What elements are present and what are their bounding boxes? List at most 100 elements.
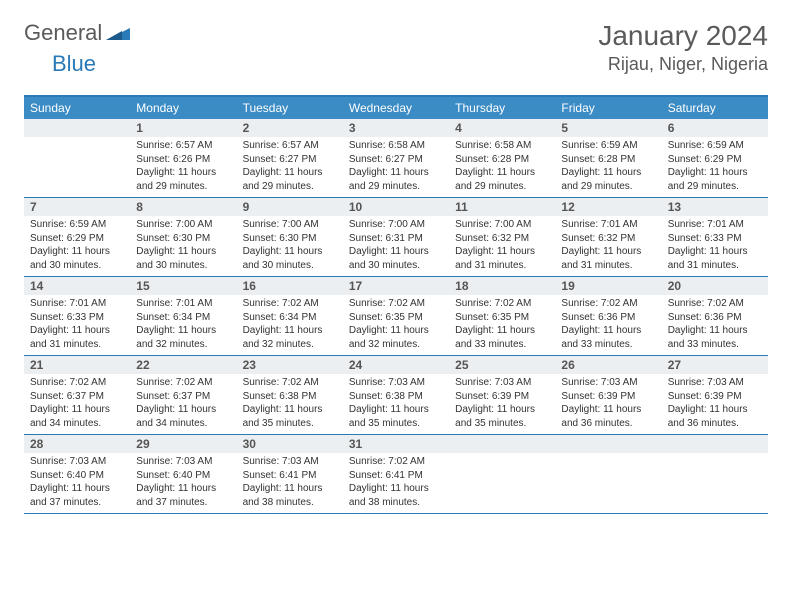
day-data: Sunrise: 7:03 AMSunset: 6:38 PMDaylight:… — [343, 374, 449, 434]
calendar-cell: 20Sunrise: 7:02 AMSunset: 6:36 PMDayligh… — [662, 277, 768, 355]
calendar-cell: 31Sunrise: 7:02 AMSunset: 6:41 PMDayligh… — [343, 435, 449, 513]
calendar-week: 7Sunrise: 6:59 AMSunset: 6:29 PMDaylight… — [24, 198, 768, 277]
day-data: Sunrise: 7:02 AMSunset: 6:34 PMDaylight:… — [237, 295, 343, 355]
day-data: Sunrise: 7:01 AMSunset: 6:34 PMDaylight:… — [130, 295, 236, 355]
calendar-cell: 11Sunrise: 7:00 AMSunset: 6:32 PMDayligh… — [449, 198, 555, 276]
day-data: Sunrise: 7:00 AMSunset: 6:31 PMDaylight:… — [343, 216, 449, 276]
day-data: Sunrise: 7:00 AMSunset: 6:30 PMDaylight:… — [237, 216, 343, 276]
calendar-cell: 25Sunrise: 7:03 AMSunset: 6:39 PMDayligh… — [449, 356, 555, 434]
day-data: Sunrise: 6:58 AMSunset: 6:28 PMDaylight:… — [449, 137, 555, 197]
calendar-cell: 22Sunrise: 7:02 AMSunset: 6:37 PMDayligh… — [130, 356, 236, 434]
day-header-row: Sunday Monday Tuesday Wednesday Thursday… — [24, 97, 768, 119]
day-number: 30 — [237, 435, 343, 453]
calendar-cell: 7Sunrise: 6:59 AMSunset: 6:29 PMDaylight… — [24, 198, 130, 276]
calendar-cell — [555, 435, 661, 513]
day-number — [662, 435, 768, 453]
calendar: Sunday Monday Tuesday Wednesday Thursday… — [24, 95, 768, 514]
title-block: January 2024 Rijau, Niger, Nigeria — [598, 20, 768, 75]
day-data: Sunrise: 7:03 AMSunset: 6:40 PMDaylight:… — [130, 453, 236, 513]
day-number: 2 — [237, 119, 343, 137]
day-data: Sunrise: 7:02 AMSunset: 6:35 PMDaylight:… — [343, 295, 449, 355]
day-data: Sunrise: 7:01 AMSunset: 6:33 PMDaylight:… — [662, 216, 768, 276]
month-title: January 2024 — [598, 20, 768, 52]
calendar-cell: 28Sunrise: 7:03 AMSunset: 6:40 PMDayligh… — [24, 435, 130, 513]
day-data: Sunrise: 7:02 AMSunset: 6:37 PMDaylight:… — [130, 374, 236, 434]
day-data: Sunrise: 6:57 AMSunset: 6:26 PMDaylight:… — [130, 137, 236, 197]
day-number: 27 — [662, 356, 768, 374]
day-header: Tuesday — [237, 97, 343, 119]
day-number: 5 — [555, 119, 661, 137]
day-data: Sunrise: 7:03 AMSunset: 6:39 PMDaylight:… — [555, 374, 661, 434]
day-number: 18 — [449, 277, 555, 295]
calendar-cell: 12Sunrise: 7:01 AMSunset: 6:32 PMDayligh… — [555, 198, 661, 276]
location: Rijau, Niger, Nigeria — [598, 54, 768, 75]
day-data: Sunrise: 7:00 AMSunset: 6:30 PMDaylight:… — [130, 216, 236, 276]
calendar-cell: 24Sunrise: 7:03 AMSunset: 6:38 PMDayligh… — [343, 356, 449, 434]
calendar-cell: 2Sunrise: 6:57 AMSunset: 6:27 PMDaylight… — [237, 119, 343, 197]
day-number: 23 — [237, 356, 343, 374]
day-number: 10 — [343, 198, 449, 216]
day-number: 4 — [449, 119, 555, 137]
day-data: Sunrise: 6:57 AMSunset: 6:27 PMDaylight:… — [237, 137, 343, 197]
day-data: Sunrise: 6:59 AMSunset: 6:29 PMDaylight:… — [24, 216, 130, 276]
day-number: 28 — [24, 435, 130, 453]
day-number: 22 — [130, 356, 236, 374]
day-number: 17 — [343, 277, 449, 295]
day-number — [449, 435, 555, 453]
day-number: 7 — [24, 198, 130, 216]
calendar-cell: 23Sunrise: 7:02 AMSunset: 6:38 PMDayligh… — [237, 356, 343, 434]
calendar-cell: 27Sunrise: 7:03 AMSunset: 6:39 PMDayligh… — [662, 356, 768, 434]
day-header: Sunday — [24, 97, 130, 119]
day-header: Saturday — [662, 97, 768, 119]
day-data: Sunrise: 7:02 AMSunset: 6:35 PMDaylight:… — [449, 295, 555, 355]
logo-icon — [106, 22, 130, 45]
calendar-cell: 29Sunrise: 7:03 AMSunset: 6:40 PMDayligh… — [130, 435, 236, 513]
day-number: 25 — [449, 356, 555, 374]
day-data: Sunrise: 7:02 AMSunset: 6:37 PMDaylight:… — [24, 374, 130, 434]
day-number: 21 — [24, 356, 130, 374]
day-number — [24, 119, 130, 137]
calendar-cell: 17Sunrise: 7:02 AMSunset: 6:35 PMDayligh… — [343, 277, 449, 355]
calendar-cell: 13Sunrise: 7:01 AMSunset: 6:33 PMDayligh… — [662, 198, 768, 276]
day-number: 29 — [130, 435, 236, 453]
day-header: Monday — [130, 97, 236, 119]
day-data: Sunrise: 6:59 AMSunset: 6:28 PMDaylight:… — [555, 137, 661, 197]
day-number: 14 — [24, 277, 130, 295]
day-data: Sunrise: 7:03 AMSunset: 6:40 PMDaylight:… — [24, 453, 130, 513]
day-data: Sunrise: 7:03 AMSunset: 6:39 PMDaylight:… — [449, 374, 555, 434]
day-number: 6 — [662, 119, 768, 137]
calendar-cell: 15Sunrise: 7:01 AMSunset: 6:34 PMDayligh… — [130, 277, 236, 355]
logo-text-a: General — [24, 20, 102, 46]
day-header: Thursday — [449, 97, 555, 119]
calendar-cell: 3Sunrise: 6:58 AMSunset: 6:27 PMDaylight… — [343, 119, 449, 197]
calendar-cell: 6Sunrise: 6:59 AMSunset: 6:29 PMDaylight… — [662, 119, 768, 197]
calendar-week: 1Sunrise: 6:57 AMSunset: 6:26 PMDaylight… — [24, 119, 768, 198]
calendar-week: 14Sunrise: 7:01 AMSunset: 6:33 PMDayligh… — [24, 277, 768, 356]
calendar-cell — [449, 435, 555, 513]
day-number: 19 — [555, 277, 661, 295]
day-number: 9 — [237, 198, 343, 216]
day-data: Sunrise: 7:03 AMSunset: 6:41 PMDaylight:… — [237, 453, 343, 513]
day-number — [555, 435, 661, 453]
day-number: 20 — [662, 277, 768, 295]
calendar-cell — [662, 435, 768, 513]
day-data: Sunrise: 7:03 AMSunset: 6:39 PMDaylight:… — [662, 374, 768, 434]
calendar-week: 21Sunrise: 7:02 AMSunset: 6:37 PMDayligh… — [24, 356, 768, 435]
calendar-cell: 8Sunrise: 7:00 AMSunset: 6:30 PMDaylight… — [130, 198, 236, 276]
day-data: Sunrise: 6:59 AMSunset: 6:29 PMDaylight:… — [662, 137, 768, 197]
day-data: Sunrise: 7:01 AMSunset: 6:32 PMDaylight:… — [555, 216, 661, 276]
day-number: 8 — [130, 198, 236, 216]
calendar-cell: 9Sunrise: 7:00 AMSunset: 6:30 PMDaylight… — [237, 198, 343, 276]
day-data: Sunrise: 7:02 AMSunset: 6:36 PMDaylight:… — [662, 295, 768, 355]
day-number: 26 — [555, 356, 661, 374]
calendar-cell: 5Sunrise: 6:59 AMSunset: 6:28 PMDaylight… — [555, 119, 661, 197]
day-number: 11 — [449, 198, 555, 216]
day-number: 31 — [343, 435, 449, 453]
day-header: Wednesday — [343, 97, 449, 119]
calendar-cell: 4Sunrise: 6:58 AMSunset: 6:28 PMDaylight… — [449, 119, 555, 197]
calendar-cell: 30Sunrise: 7:03 AMSunset: 6:41 PMDayligh… — [237, 435, 343, 513]
calendar-cell: 21Sunrise: 7:02 AMSunset: 6:37 PMDayligh… — [24, 356, 130, 434]
day-data: Sunrise: 7:01 AMSunset: 6:33 PMDaylight:… — [24, 295, 130, 355]
calendar-week: 28Sunrise: 7:03 AMSunset: 6:40 PMDayligh… — [24, 435, 768, 514]
day-data: Sunrise: 7:02 AMSunset: 6:36 PMDaylight:… — [555, 295, 661, 355]
